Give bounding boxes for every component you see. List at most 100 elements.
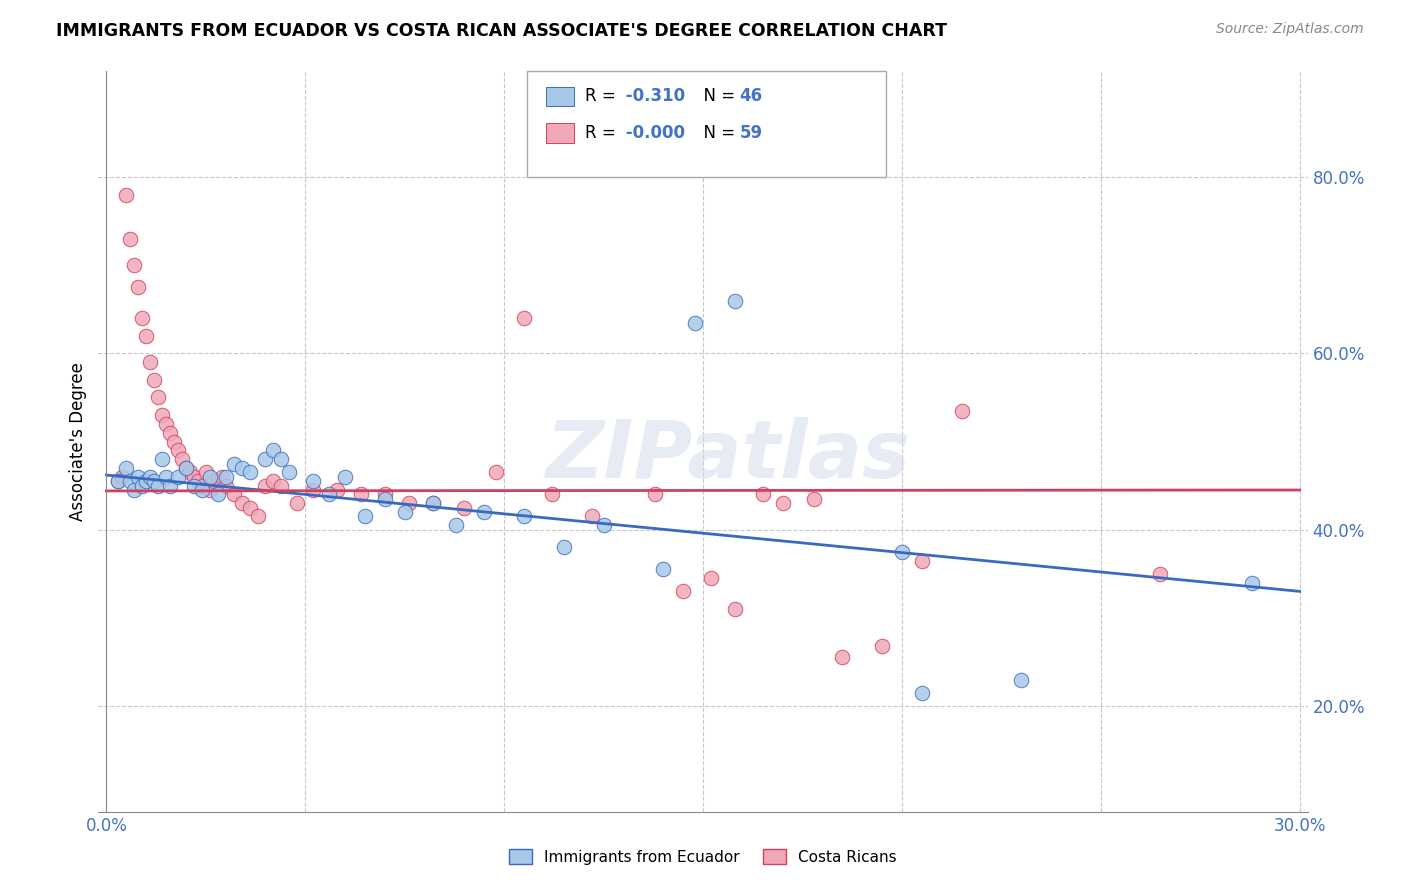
- Point: [122, 258, 145, 272]
- Point: [700, 571, 723, 585]
- Point: [270, 452, 292, 467]
- Point: [772, 496, 794, 510]
- Point: [394, 505, 416, 519]
- Point: [422, 496, 444, 510]
- Point: [150, 408, 173, 422]
- Point: [831, 650, 853, 665]
- Point: [107, 474, 129, 488]
- Point: [751, 487, 773, 501]
- Point: [246, 509, 269, 524]
- Point: [472, 505, 495, 519]
- Point: [155, 417, 177, 431]
- Text: Source: ZipAtlas.com: Source: ZipAtlas.com: [1216, 22, 1364, 37]
- Point: [541, 487, 564, 501]
- Point: [254, 478, 277, 492]
- Point: [278, 466, 301, 480]
- Point: [270, 478, 292, 492]
- Point: [422, 496, 444, 510]
- Point: [374, 491, 396, 506]
- Point: [652, 562, 675, 576]
- Point: [159, 478, 181, 492]
- Point: [453, 500, 475, 515]
- Text: 59: 59: [740, 124, 762, 142]
- Point: [354, 509, 377, 524]
- Point: [262, 443, 284, 458]
- Point: [198, 470, 221, 484]
- Point: [803, 491, 825, 506]
- Point: [183, 470, 205, 484]
- Point: [139, 355, 162, 369]
- Text: N =: N =: [693, 87, 741, 105]
- Point: [135, 328, 157, 343]
- Point: [131, 311, 153, 326]
- Text: -0.310: -0.310: [620, 87, 685, 105]
- Point: [143, 474, 166, 488]
- Point: [262, 474, 284, 488]
- Point: [890, 545, 912, 559]
- Point: [183, 478, 205, 492]
- Point: [333, 470, 356, 484]
- Point: [174, 461, 197, 475]
- Point: [485, 466, 508, 480]
- Point: [115, 187, 138, 202]
- Point: [911, 553, 934, 567]
- Point: [187, 474, 209, 488]
- Legend: Immigrants from Ecuador, Costa Ricans: Immigrants from Ecuador, Costa Ricans: [503, 843, 903, 871]
- Text: IMMIGRANTS FROM ECUADOR VS COSTA RICAN ASSOCIATE'S DEGREE CORRELATION CHART: IMMIGRANTS FROM ECUADOR VS COSTA RICAN A…: [56, 22, 948, 40]
- Point: [222, 487, 245, 501]
- Point: [446, 518, 468, 533]
- Point: [167, 470, 190, 484]
- Point: [302, 483, 325, 497]
- Point: [191, 478, 214, 492]
- Point: [150, 452, 173, 467]
- Point: [111, 470, 134, 484]
- Text: R =: R =: [585, 124, 621, 142]
- Point: [202, 474, 225, 488]
- Text: 46: 46: [740, 87, 762, 105]
- Y-axis label: Associate's Degree: Associate's Degree: [69, 362, 87, 521]
- Point: [146, 391, 169, 405]
- Point: [724, 293, 747, 308]
- Point: [159, 425, 181, 440]
- Point: [592, 518, 614, 533]
- Point: [207, 487, 229, 501]
- Point: [107, 474, 129, 488]
- Point: [302, 474, 325, 488]
- Point: [174, 461, 197, 475]
- Point: [135, 474, 157, 488]
- Point: [513, 509, 536, 524]
- Point: [724, 602, 747, 616]
- Point: [163, 434, 186, 449]
- Point: [1240, 575, 1263, 590]
- Point: [513, 311, 536, 326]
- Point: [911, 686, 934, 700]
- Point: [191, 483, 214, 497]
- Point: [170, 452, 193, 467]
- Point: [231, 496, 253, 510]
- Point: [207, 474, 229, 488]
- Point: [167, 443, 190, 458]
- Point: [120, 474, 142, 488]
- Point: [374, 487, 396, 501]
- Point: [143, 373, 166, 387]
- Point: [155, 470, 177, 484]
- Point: [950, 403, 973, 417]
- Point: [198, 483, 221, 497]
- Point: [254, 452, 277, 467]
- Point: [146, 478, 169, 492]
- Point: [581, 509, 603, 524]
- Point: [122, 483, 145, 497]
- Point: [120, 232, 142, 246]
- Point: [870, 639, 893, 653]
- Point: [285, 496, 308, 510]
- Point: [326, 483, 349, 497]
- Point: [222, 457, 245, 471]
- Point: [127, 470, 149, 484]
- Point: [215, 470, 238, 484]
- Point: [398, 496, 420, 510]
- Point: [194, 466, 217, 480]
- Point: [215, 478, 238, 492]
- Point: [672, 584, 695, 599]
- Text: -0.000: -0.000: [620, 124, 685, 142]
- Point: [239, 500, 262, 515]
